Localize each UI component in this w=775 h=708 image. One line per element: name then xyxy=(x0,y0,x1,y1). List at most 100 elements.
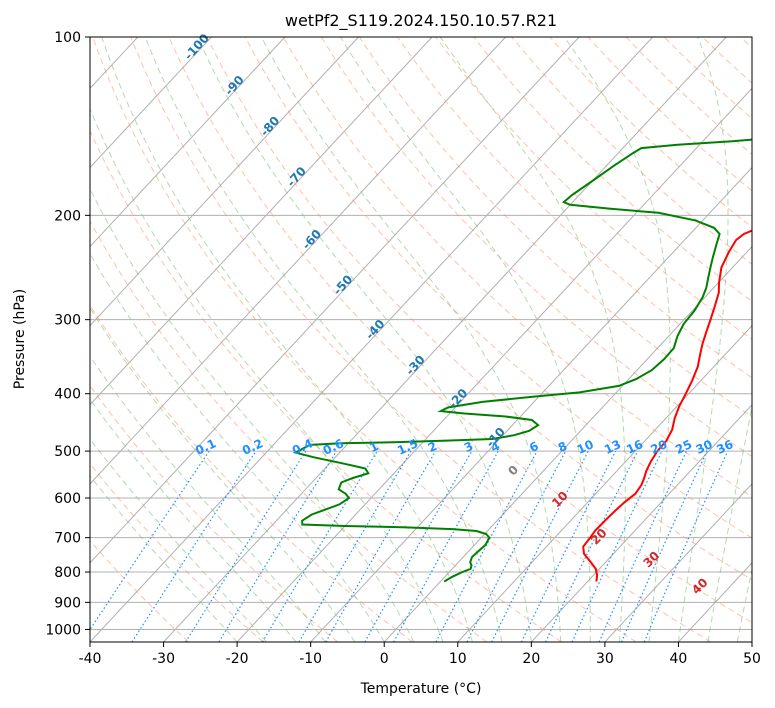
moist-adiabat xyxy=(90,398,297,642)
moist-adiabat-label: 40 xyxy=(689,575,711,597)
chart-title: wetPf2_S119.2024.150.10.57.R21 xyxy=(285,11,557,31)
y-tick-label: 900 xyxy=(54,595,81,611)
moist-adiabat xyxy=(197,37,532,642)
mixing-ratio-label: 8 xyxy=(556,439,569,455)
moist-adiabat xyxy=(677,37,729,642)
isotherm-line xyxy=(310,166,752,642)
axes: -40 -30 -20 -10 0 10 20 30 40 5010020030040050060… xyxy=(45,30,761,667)
x-tick-label: -20 xyxy=(226,651,249,667)
dry-adiabat xyxy=(244,37,752,539)
x-axis-label: Temperature (°C) xyxy=(360,681,482,697)
dry-adiabat xyxy=(206,37,752,581)
moist-adiabat xyxy=(736,567,752,642)
x-tick-label: -30 xyxy=(152,651,175,667)
mixing-ratio-label: 0.1 xyxy=(193,436,218,458)
mixing-ratio-line xyxy=(571,450,663,642)
dry-adiabat xyxy=(130,37,712,642)
y-tick-label: 1000 xyxy=(45,622,81,638)
moist-adiabat xyxy=(90,252,385,642)
moist-adiabat xyxy=(90,475,238,642)
x-tick-label: 20 xyxy=(522,651,540,667)
isotherm-line xyxy=(90,37,654,642)
moist-adiabat xyxy=(90,355,326,642)
moist-adiabat xyxy=(260,37,562,642)
dry-adiabat xyxy=(90,384,339,642)
mixing-ratio-label: 3 xyxy=(462,439,475,455)
moist-adiabat xyxy=(101,37,473,642)
dry-adiabat xyxy=(90,129,562,642)
isotherm-label: -30 xyxy=(403,353,428,378)
isotherm-label: -50 xyxy=(330,272,355,297)
moist-adiabat xyxy=(563,37,671,642)
mixing-ratio-line xyxy=(520,450,617,642)
isotherm-line xyxy=(90,37,286,248)
x-tick-label: -10 xyxy=(299,651,322,667)
mixing-ratio-label: 0.2 xyxy=(240,436,265,458)
isotherm-line xyxy=(604,483,752,642)
isotherm-line xyxy=(90,37,580,564)
mixing-ratio-line xyxy=(643,450,729,642)
x-tick-label: 30 xyxy=(596,651,614,667)
y-axis-label: Pressure (hPa) xyxy=(12,289,28,389)
isotherm-line xyxy=(530,404,752,642)
temperature-line xyxy=(582,229,752,582)
moist-adiabat xyxy=(90,438,267,642)
isotherm-label: -90 xyxy=(222,73,247,98)
x-tick-label: 0 xyxy=(380,651,389,667)
isotherm-line xyxy=(236,87,752,642)
mixing-ratio-line xyxy=(90,450,210,631)
dry-adiabat xyxy=(740,37,752,49)
mixing-ratio-label: 30 xyxy=(694,437,715,457)
mixing-ratio-line xyxy=(218,450,338,642)
isotherm-line xyxy=(163,37,727,642)
y-tick-label: 200 xyxy=(54,208,81,224)
isotherm-line xyxy=(90,37,359,327)
isotherm-line xyxy=(0,37,64,642)
mixing-ratio-line xyxy=(491,450,589,642)
y-tick-label: 800 xyxy=(54,565,81,581)
isotherm-label: -100 xyxy=(181,31,211,63)
mixing-ratio-label: 13 xyxy=(602,437,623,457)
isotherm-line xyxy=(90,37,433,406)
dry-adiabat xyxy=(473,37,752,303)
mixing-ratio-label: 10 xyxy=(575,437,596,457)
isotherm-line xyxy=(678,562,752,642)
isotherm-line xyxy=(751,641,752,642)
mixing-ratio-label: 0.6 xyxy=(321,436,346,458)
y-tick-label: 300 xyxy=(54,313,81,329)
mixing-ratio-label: 1 xyxy=(367,439,380,455)
mixing-ratio-line xyxy=(185,450,307,642)
dry-adiabat xyxy=(90,540,190,642)
y-tick-label: 700 xyxy=(54,531,81,547)
moist-adiabat xyxy=(90,307,356,642)
isotherm-label: -80 xyxy=(257,114,282,139)
plot-area xyxy=(0,37,752,642)
y-tick-label: 500 xyxy=(54,444,81,460)
isotherm-label: -70 xyxy=(284,164,309,189)
y-tick-label: 600 xyxy=(54,491,81,507)
x-tick-label: 40 xyxy=(670,651,688,667)
isotherm-line xyxy=(90,37,212,169)
mixing-ratio-label: 25 xyxy=(673,437,694,457)
dry-adiabat xyxy=(397,37,752,379)
dry-adiabat xyxy=(168,37,752,624)
y-tick-label: 400 xyxy=(54,387,81,403)
moist-adiabat xyxy=(340,37,591,642)
mixing-ratio-label: 36 xyxy=(714,437,735,457)
moist-adiabat xyxy=(90,187,415,642)
x-tick-label: -40 xyxy=(79,651,102,667)
dry-adiabat xyxy=(511,37,752,265)
moist-adiabat xyxy=(707,404,752,642)
moist-adiabat xyxy=(90,107,444,642)
dry-adiabat xyxy=(625,37,752,155)
isotherm-line xyxy=(90,37,506,485)
dry-adiabat xyxy=(92,37,637,642)
x-tick-label: 50 xyxy=(743,651,761,667)
isotherm-label: -40 xyxy=(363,317,388,342)
isotherm-line xyxy=(457,324,752,642)
x-tick-label: 10 xyxy=(449,651,467,667)
plot-frame xyxy=(89,36,753,643)
mixing-ratio-line xyxy=(261,450,378,642)
mixing-ratio-label: 6 xyxy=(527,439,540,455)
